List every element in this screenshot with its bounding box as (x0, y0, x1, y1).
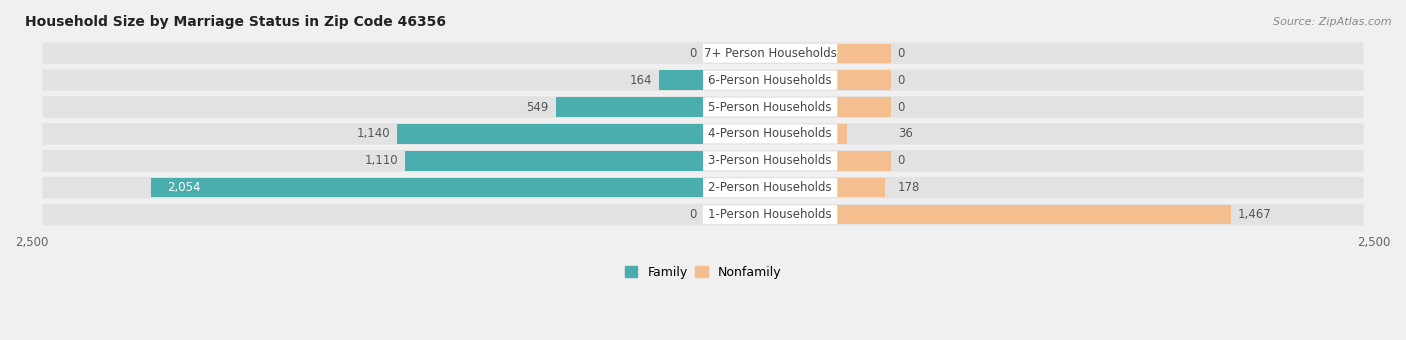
Text: 1,140: 1,140 (357, 128, 391, 140)
Text: 2-Person Households: 2-Person Households (709, 181, 832, 194)
Bar (837, 151, 891, 170)
Text: 549: 549 (526, 101, 548, 114)
FancyBboxPatch shape (703, 44, 837, 63)
Text: 2,054: 2,054 (167, 181, 201, 194)
Text: 1,110: 1,110 (364, 154, 398, 167)
FancyBboxPatch shape (42, 177, 1364, 199)
FancyBboxPatch shape (42, 150, 1364, 172)
FancyBboxPatch shape (703, 124, 837, 143)
Text: 6-Person Households: 6-Person Households (709, 74, 832, 87)
Text: 0: 0 (897, 154, 905, 167)
Text: 0: 0 (897, 74, 905, 87)
Text: 5-Person Households: 5-Person Households (709, 101, 832, 114)
FancyBboxPatch shape (42, 204, 1364, 225)
Bar (837, 205, 1232, 224)
Text: Household Size by Marriage Status in Zip Code 46356: Household Size by Marriage Status in Zip… (25, 15, 446, 29)
Bar (405, 151, 703, 170)
Bar (396, 124, 703, 143)
Bar (837, 178, 884, 198)
Text: 0: 0 (897, 101, 905, 114)
Text: 36: 36 (897, 128, 912, 140)
Bar (837, 97, 891, 117)
Text: 1-Person Households: 1-Person Households (709, 208, 832, 221)
Text: 1,467: 1,467 (1237, 208, 1271, 221)
Bar (837, 44, 891, 63)
FancyBboxPatch shape (703, 151, 837, 170)
Text: 164: 164 (630, 74, 652, 87)
FancyBboxPatch shape (703, 98, 837, 116)
FancyBboxPatch shape (42, 123, 1364, 145)
FancyBboxPatch shape (703, 178, 837, 197)
Bar (555, 97, 703, 117)
Text: 0: 0 (689, 208, 696, 221)
Bar (837, 70, 891, 90)
Bar (659, 70, 703, 90)
Text: 178: 178 (897, 181, 920, 194)
Text: Source: ZipAtlas.com: Source: ZipAtlas.com (1274, 17, 1392, 27)
Text: 7+ Person Households: 7+ Person Households (703, 47, 837, 60)
Text: 0: 0 (897, 47, 905, 60)
FancyBboxPatch shape (703, 71, 837, 89)
Text: 0: 0 (689, 47, 696, 60)
FancyBboxPatch shape (42, 69, 1364, 91)
Text: 3-Person Households: 3-Person Households (709, 154, 832, 167)
FancyBboxPatch shape (703, 205, 837, 224)
Text: 4-Person Households: 4-Person Households (709, 128, 832, 140)
FancyBboxPatch shape (42, 96, 1364, 118)
Bar (152, 178, 703, 198)
FancyBboxPatch shape (42, 42, 1364, 64)
Bar (837, 124, 846, 143)
Legend: Family, Nonfamily: Family, Nonfamily (624, 266, 782, 279)
